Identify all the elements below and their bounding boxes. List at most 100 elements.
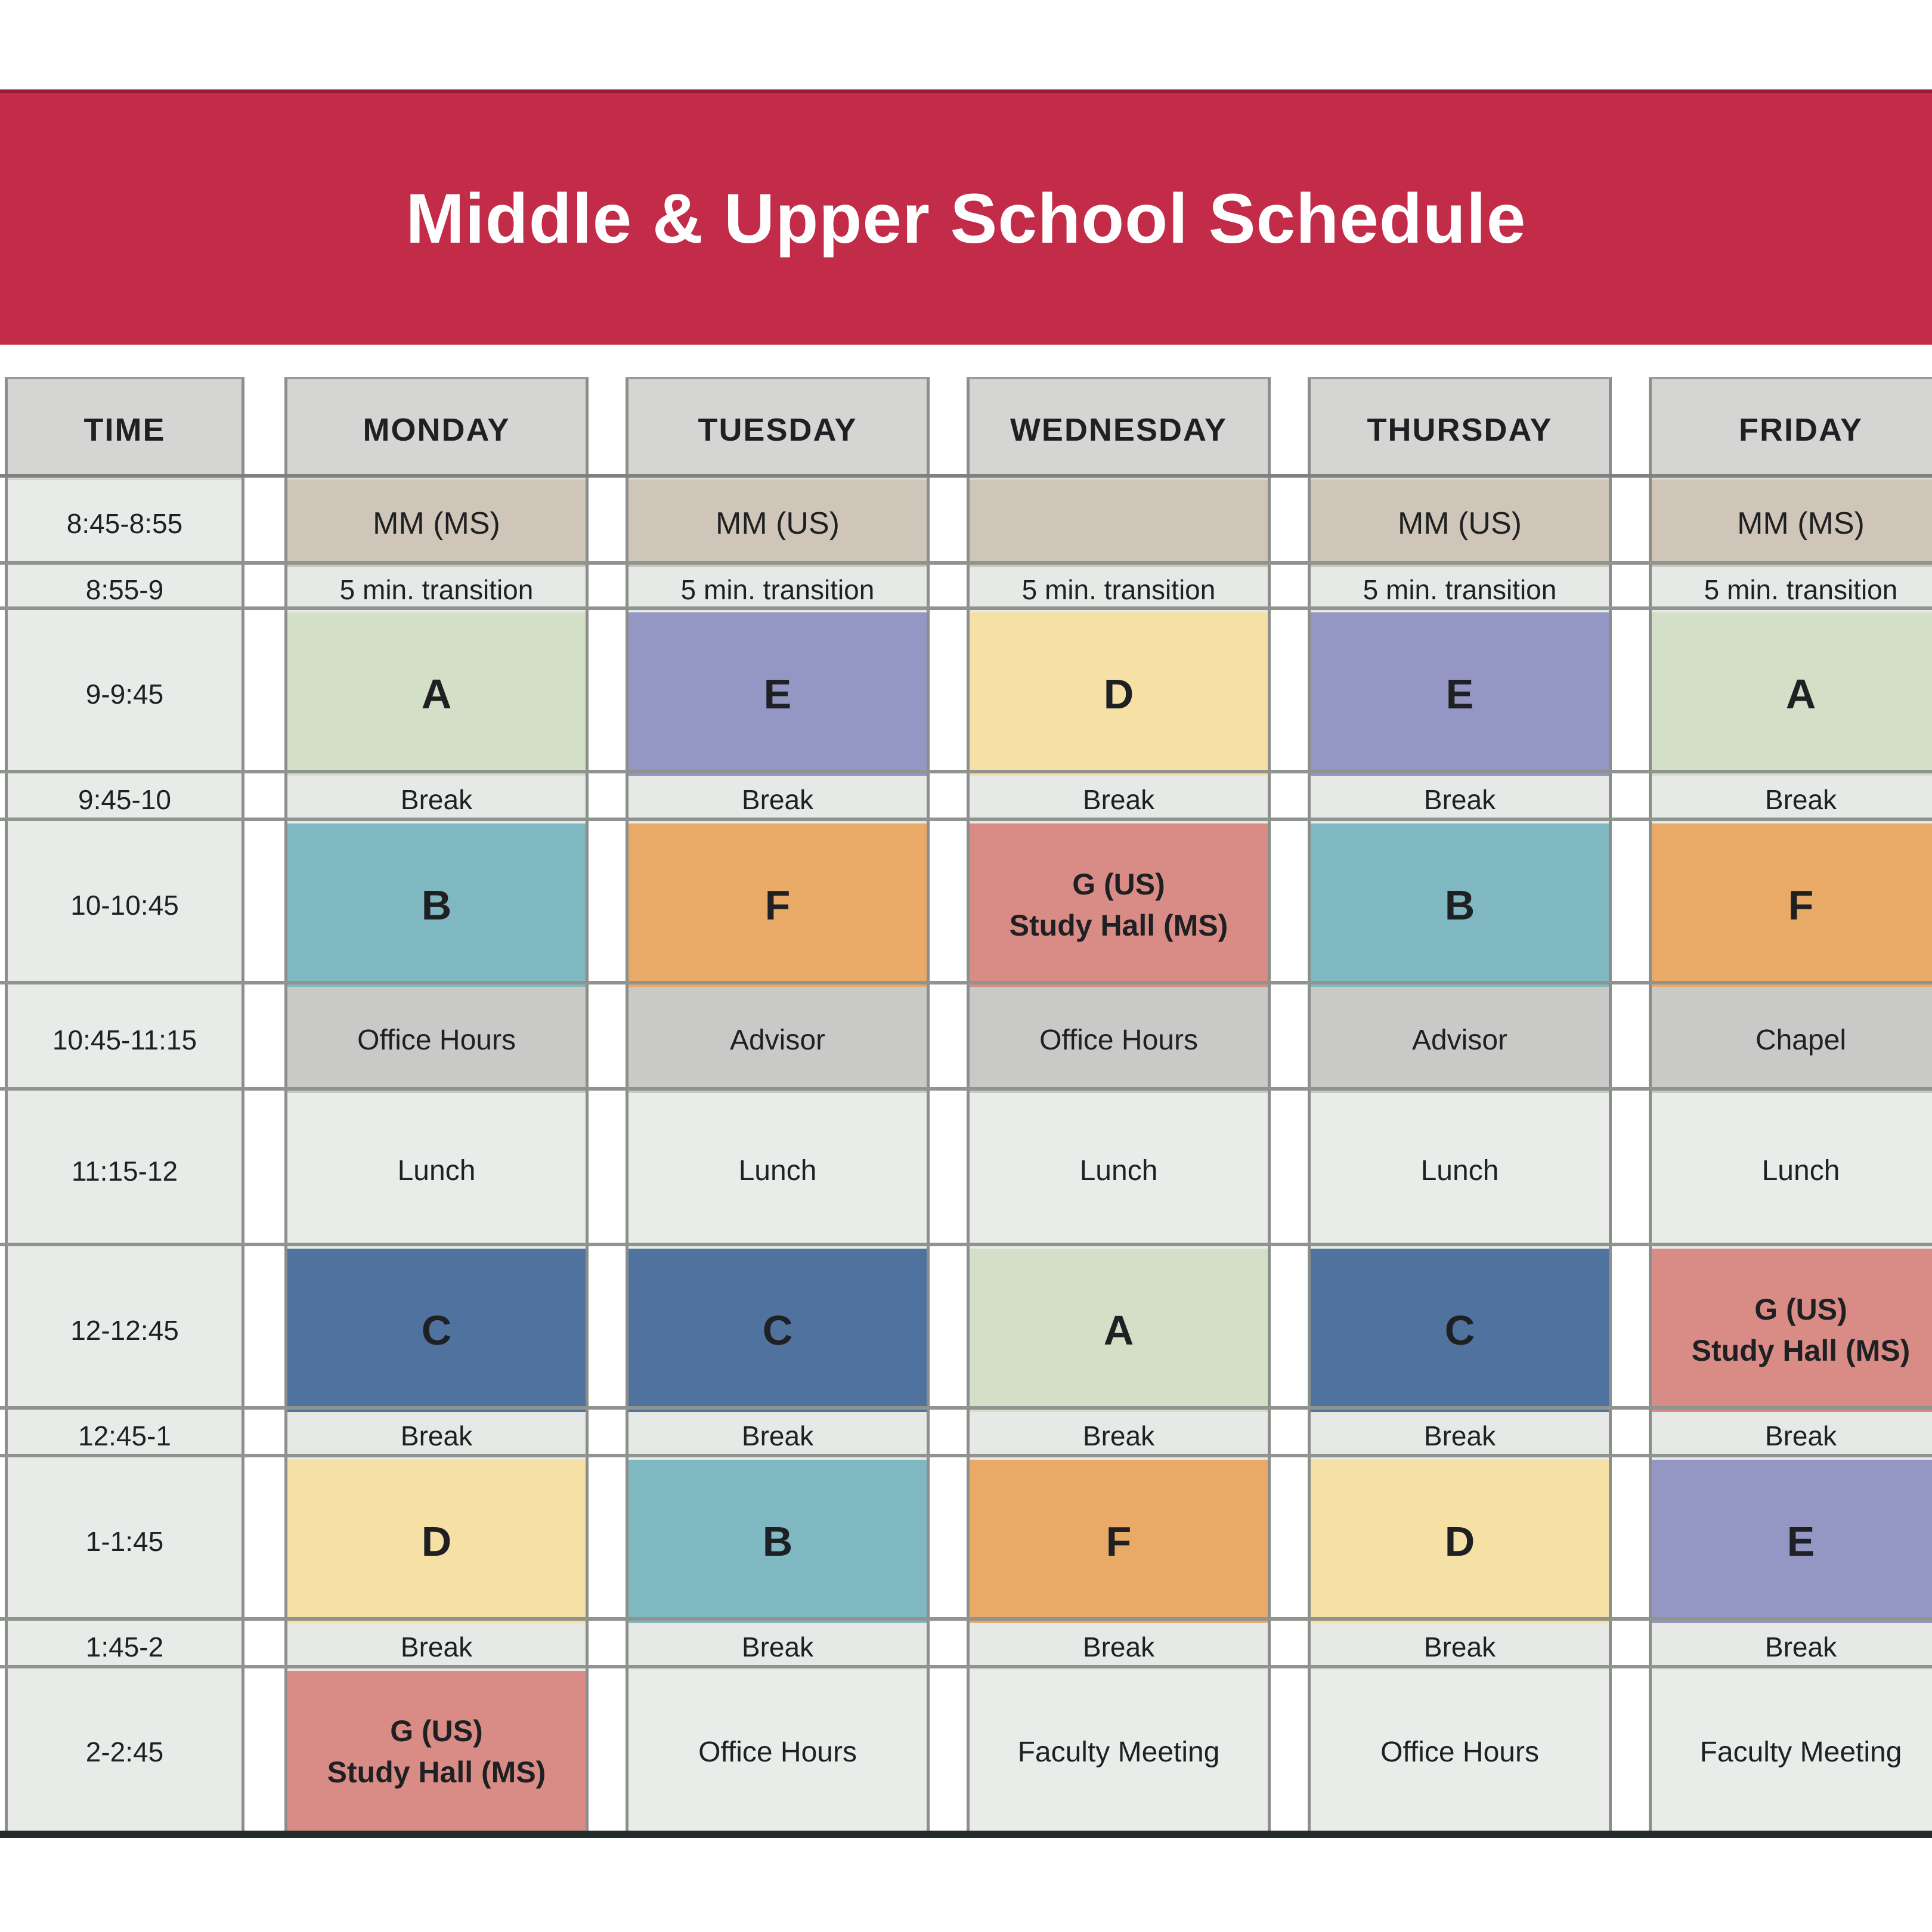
schedule-cell: MM (MS) [1652, 480, 1932, 567]
schedule-cell: Break [287, 1623, 586, 1671]
row-separator [0, 981, 1932, 984]
time-cell: 8:55-9 [8, 567, 242, 612]
schedule-cell: F [970, 1460, 1268, 1623]
time-cell: 10-10:45 [8, 823, 242, 987]
row-separator [0, 770, 1932, 773]
row-separator [0, 818, 1932, 821]
schedule-cell: C [628, 1249, 927, 1412]
column-header: MONDAY [287, 379, 586, 480]
schedule-cell: G (US) Study Hall (MS) [970, 823, 1268, 987]
schedule-cell: Faculty Meeting [970, 1671, 1268, 1833]
time-column: TIME 8:45-8:55 8:55-9 9-9:45 9:45-10 10-10:45… [5, 377, 244, 1833]
schedule-cell: E [1311, 612, 1609, 776]
schedule-cell: E [1652, 1460, 1932, 1623]
schedule-cell: F [628, 823, 927, 987]
schedule-cell: D [287, 1460, 586, 1623]
schedule-cell: B [287, 823, 586, 987]
time-cell: 10:45-11:15 [8, 987, 242, 1093]
day-column-wednesday: WEDNESDAY 5 min. transition D Break G (US) S… [967, 377, 1271, 1833]
row-separator [0, 1454, 1932, 1457]
schedule-cell: B [628, 1460, 927, 1623]
schedule-cell: Chapel [1652, 987, 1932, 1093]
schedule-cell: Break [970, 1623, 1268, 1671]
time-cell: 8:45-8:55 [8, 480, 242, 567]
schedule-cell: Office Hours [628, 1671, 927, 1833]
schedule-cell: Lunch [287, 1093, 586, 1249]
time-column-header: TIME [8, 379, 242, 480]
title-banner: Middle & Upper School Schedule [0, 89, 1932, 345]
schedule-cell: 5 min. transition [1652, 567, 1932, 612]
schedule-cell: Break [970, 776, 1268, 823]
row-separator [0, 1087, 1932, 1091]
schedule-cell: 5 min. transition [628, 567, 927, 612]
schedule-cell: G (US) Study Hall (MS) [1652, 1249, 1932, 1412]
column-header: WEDNESDAY [970, 379, 1268, 480]
time-cell: 1-1:45 [8, 1460, 242, 1623]
day-column-monday: MONDAY MM (MS) 5 min. transition A Break B Off… [284, 377, 589, 1833]
schedule-cell: Break [628, 1412, 927, 1460]
schedule-cell: Break [1652, 1623, 1932, 1671]
schedule-cell: Break [1311, 1412, 1609, 1460]
time-cell: 2-2:45 [8, 1671, 242, 1833]
schedule-cell: F [1652, 823, 1932, 987]
row-separator [0, 1617, 1932, 1621]
schedule-cell: Office Hours [287, 987, 586, 1093]
row-separator [0, 474, 1932, 478]
schedule-cell: Lunch [970, 1093, 1268, 1249]
schedule-cell [970, 480, 1268, 567]
day-column-thursday: THURSDAY MM (US) 5 min. transition E Break B A… [1308, 377, 1612, 1833]
schedule-cell: Break [287, 776, 586, 823]
row-separator [0, 1665, 1932, 1668]
schedule-table: TIME 8:45-8:55 8:55-9 9-9:45 9:45-10 10-10:45… [0, 377, 1932, 1838]
schedule-cell: 5 min. transition [1311, 567, 1609, 612]
schedule-cell: C [287, 1249, 586, 1412]
schedule-cell: Break [1652, 776, 1932, 823]
column-header: TUESDAY [628, 379, 927, 480]
schedule-cell: D [1311, 1460, 1609, 1623]
schedule-cell: MM (US) [1311, 480, 1609, 567]
column-header: THURSDAY [1311, 379, 1609, 480]
row-separator [0, 561, 1932, 565]
schedule-cell: Office Hours [1311, 1671, 1609, 1833]
row-separator [0, 606, 1932, 610]
schedule-cell: Advisor [628, 987, 927, 1093]
schedule-cell: B [1311, 823, 1609, 987]
schedule-cell: A [287, 612, 586, 776]
time-cell: 9:45-10 [8, 776, 242, 823]
schedule-cell: D [970, 612, 1268, 776]
day-column-friday: FRIDAY MM (MS) 5 min. transition A Break F Cha… [1649, 377, 1932, 1833]
schedule-cell: Break [628, 1623, 927, 1671]
schedule-cell: A [1652, 612, 1932, 776]
schedule-cell: Faculty Meeting [1652, 1671, 1932, 1833]
schedule-cell: Break [970, 1412, 1268, 1460]
schedule-cell: C [1311, 1249, 1609, 1412]
schedule-cell: Break [1652, 1412, 1932, 1460]
schedule-cell: Break [1311, 1623, 1609, 1671]
time-cell: 11:15-12 [8, 1093, 242, 1249]
schedule-cell: Lunch [1311, 1093, 1609, 1249]
row-separator [0, 1406, 1932, 1410]
schedule-cell: A [970, 1249, 1268, 1412]
page-title: Middle & Upper School Schedule [405, 179, 1527, 258]
time-cell: 1:45-2 [8, 1623, 242, 1671]
table-bottom-border [0, 1831, 1932, 1838]
schedule-cell: Advisor [1311, 987, 1609, 1093]
schedule-cell: G (US) Study Hall (MS) [287, 1671, 586, 1833]
schedule-cell: Lunch [1652, 1093, 1932, 1249]
schedule-cell: 5 min. transition [287, 567, 586, 612]
row-separator [0, 1243, 1932, 1246]
schedule-cell: Break [628, 776, 927, 823]
schedule-cell: MM (US) [628, 480, 927, 567]
time-cell: 9-9:45 [8, 612, 242, 776]
time-cell: 12:45-1 [8, 1412, 242, 1460]
schedule-cell: 5 min. transition [970, 567, 1268, 612]
schedule-cell: E [628, 612, 927, 776]
schedule-cell: Lunch [628, 1093, 927, 1249]
schedule-cell: Break [287, 1412, 586, 1460]
column-header: FRIDAY [1652, 379, 1932, 480]
schedule-cell: Break [1311, 776, 1609, 823]
schedule-cell: MM (MS) [287, 480, 586, 567]
schedule-cell: Office Hours [970, 987, 1268, 1093]
day-column-tuesday: TUESDAY MM (US) 5 min. transition E Break F Ad… [626, 377, 930, 1833]
time-cell: 12-12:45 [8, 1249, 242, 1412]
